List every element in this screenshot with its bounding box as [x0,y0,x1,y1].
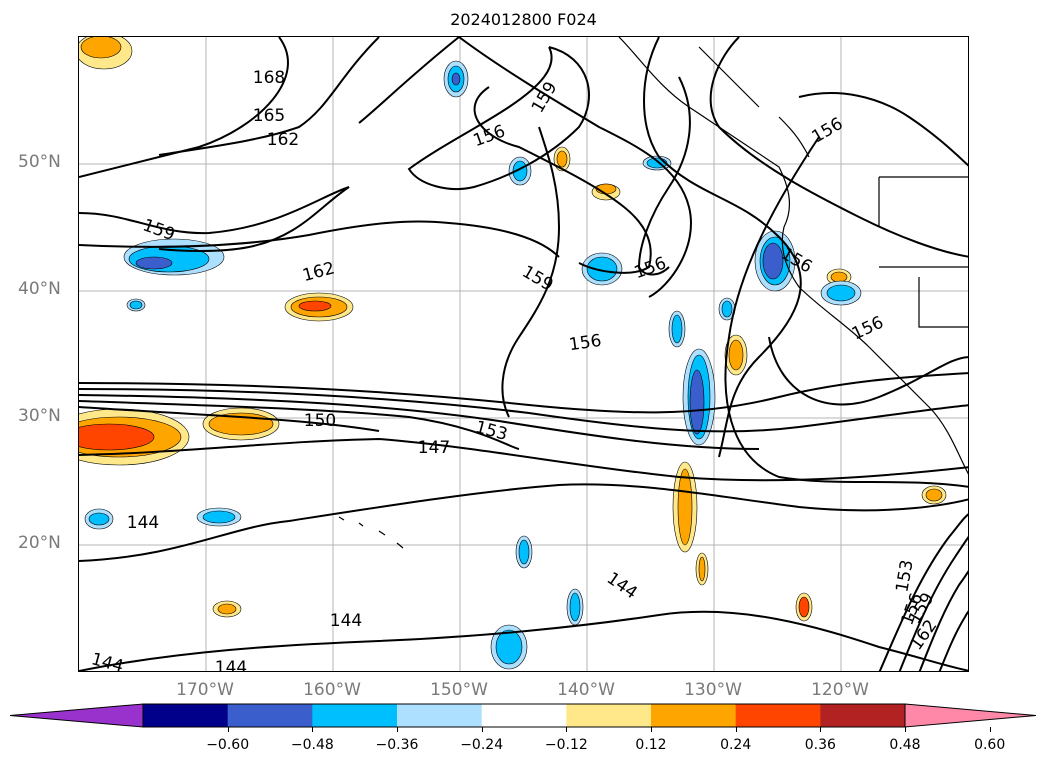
graticule [79,37,968,671]
colorbar-tick-label: −0.48 [290,737,334,753]
contour-label: 156 [471,121,508,151]
contour-label: 144 [603,568,641,603]
colorbar-bin [651,704,737,727]
colorbar-bin [312,704,398,727]
colorbar-bin [481,704,567,727]
lon-label: 140°W [557,680,615,700]
colorbar-bin [820,704,906,727]
contour-label: 159 [528,78,562,116]
colorbar-bin [143,704,229,727]
colorbar [10,703,1037,728]
colorbar-tickmark [905,727,906,732]
colorbar-tick-label: 0.48 [889,737,921,753]
colorbar-tickmark [397,727,398,732]
colorbar-tick-label: −0.36 [375,737,419,753]
contour-label: 144 [215,658,247,672]
colorbar-tickmark [312,727,314,732]
height-contours [79,37,968,671]
colorbar-bin [566,704,652,727]
lon-label: 150°W [430,680,488,700]
lon-label: 130°W [684,680,742,700]
colorbar-bin [397,704,483,727]
contour-label: 150 [304,411,336,431]
colorbar-tickmark [820,727,822,732]
colorbar-tickmark [566,727,568,732]
colorbar-tick-label: −0.60 [206,737,250,753]
lon-label: 170°W [176,680,234,700]
colorbar-tickmark [989,727,991,732]
colorbar-bin [735,704,821,727]
contour-label: 156 [849,313,887,345]
contour-label: 156 [632,253,669,283]
colorbar-tick-label: −0.24 [460,737,504,753]
lon-label: 160°W [303,680,361,700]
colorbar-tick-label: 0.12 [635,737,667,753]
map-title: 2024012800 F024 [450,10,597,29]
contour-label: 162 [300,258,337,286]
colorbar-tick-label: −0.12 [544,737,588,753]
contour-label: 159 [518,262,556,296]
shaded-field [79,37,947,670]
lat-label: 40°N [18,279,61,299]
colorbar-tickmark [651,727,652,732]
colorbar-tickmark [481,727,483,732]
contour-label: 168 [253,68,285,88]
colorbar-bin [227,704,313,727]
contour-label: 144 [127,513,159,533]
colorbar-tickmark [735,727,737,732]
map-plot: 168 165 162 159 156 156 162 159 159 156 … [79,37,968,672]
colorbar-extension-high [904,703,1037,728]
colorbar-tick-label: 0.60 [974,737,1006,753]
contour-label: 147 [418,438,450,458]
colorbar-tick-label: 0.24 [720,737,752,753]
contour-label: 162 [267,130,299,150]
colorbar-tickmark [227,727,229,732]
coastline [338,37,968,549]
colorbar-extension-low [10,703,144,728]
colorbar-tick-label: 0.36 [804,737,836,753]
contour-label: 156 [568,331,603,355]
contour-label: 144 [330,611,362,631]
contour-label: 159 [140,215,177,245]
contour-label: 153 [892,558,917,593]
contour-label: 165 [253,106,285,126]
lat-label: 50°N [18,152,61,172]
map-panel: 168 165 162 159 156 156 162 159 159 156 … [78,36,969,672]
lat-label: 20°N [18,533,61,553]
lat-label: 30°N [18,406,61,426]
contour-label: 144 [89,649,126,672]
lon-label: 120°W [811,680,869,700]
